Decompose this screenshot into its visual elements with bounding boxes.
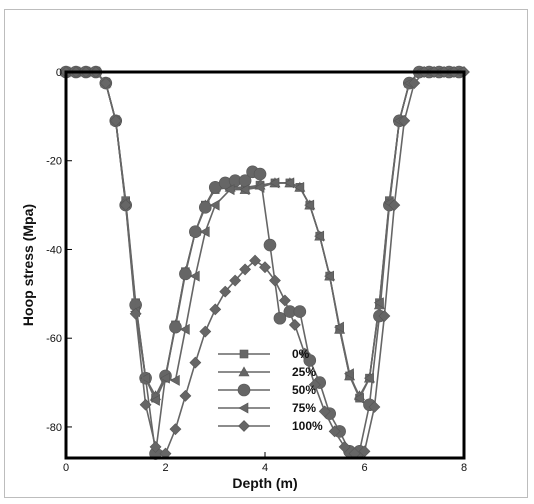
series-2-point-13 bbox=[189, 225, 202, 239]
legend-label-2: 50% bbox=[292, 383, 316, 397]
x-tick-label-3: 6 bbox=[361, 462, 367, 474]
series-4-point-33 bbox=[388, 199, 401, 212]
series-4-point-25 bbox=[308, 378, 321, 391]
series-3-point-17 bbox=[239, 184, 250, 196]
legend-marker-3 bbox=[238, 402, 249, 414]
series-3-point-10 bbox=[159, 372, 170, 384]
series-3-point-8 bbox=[139, 372, 150, 384]
x-tick-label-0: 0 bbox=[63, 462, 69, 474]
series-4-point-20 bbox=[259, 261, 271, 274]
y-tick-label-2: -40 bbox=[46, 244, 62, 256]
legend-label-0: 0% bbox=[292, 347, 310, 361]
plot-area bbox=[64, 70, 466, 460]
series-3-point-25 bbox=[334, 321, 344, 333]
y-axis-title: Hoop stress (Mpa) bbox=[20, 204, 36, 326]
series-4-point-24 bbox=[298, 347, 311, 360]
series-4-point-22 bbox=[278, 294, 291, 307]
series-2-point-12 bbox=[179, 267, 192, 281]
x-tick-label-2: 4 bbox=[262, 462, 268, 474]
legend-marker-0 bbox=[239, 349, 249, 359]
series-layer bbox=[59, 65, 470, 460]
x-axis-title: Depth (m) bbox=[232, 475, 297, 491]
series-4-point-7 bbox=[129, 307, 142, 320]
series-4-point-8 bbox=[139, 398, 152, 411]
series-3-point-22 bbox=[304, 199, 315, 211]
series-2-point-24 bbox=[293, 305, 307, 318]
series-3-point-14 bbox=[199, 226, 210, 238]
series-3-point-28 bbox=[363, 372, 374, 384]
series-4-point-35 bbox=[408, 77, 421, 90]
series-3-point-19 bbox=[269, 177, 280, 189]
series-2-point-11 bbox=[169, 320, 182, 334]
series-3-point-29 bbox=[373, 297, 384, 309]
series-3-point-9 bbox=[149, 394, 160, 406]
series-2-point-21 bbox=[263, 238, 277, 252]
series-4-point-27 bbox=[328, 425, 341, 438]
legend: 0% 25% 50% 75% 100% bbox=[218, 347, 323, 433]
series-4-point-15 bbox=[209, 303, 222, 316]
series-3-point-15 bbox=[209, 199, 220, 211]
series-4-point-26 bbox=[318, 405, 331, 418]
series-4-point-11 bbox=[169, 423, 182, 436]
series-4-point-19 bbox=[249, 254, 261, 267]
legend-marker-1 bbox=[238, 366, 250, 377]
series-3-point-24 bbox=[324, 270, 334, 282]
series-3-point-23 bbox=[314, 230, 325, 242]
series-4 bbox=[60, 66, 470, 460]
series-4-point-18 bbox=[239, 263, 252, 276]
series-3-point-26 bbox=[343, 368, 354, 380]
series-3-point-18 bbox=[254, 181, 265, 193]
series-line-2 bbox=[66, 71, 460, 454]
series-3-point-13 bbox=[189, 270, 200, 282]
series-3-point-12 bbox=[179, 323, 190, 335]
series-4-point-14 bbox=[199, 325, 212, 338]
x-tick-label-1: 2 bbox=[162, 462, 168, 474]
series-2-point-22 bbox=[273, 311, 287, 325]
legend-marker-2 bbox=[237, 383, 251, 397]
series-4-point-32 bbox=[378, 310, 391, 322]
y-tick-label-3: -60 bbox=[46, 333, 62, 345]
series-4-point-16 bbox=[219, 285, 232, 298]
series-4-point-28 bbox=[338, 440, 351, 453]
series-4-point-17 bbox=[229, 274, 242, 287]
series-4-point-5 bbox=[109, 114, 122, 127]
series-4-point-4 bbox=[99, 77, 112, 90]
y-tick-label-1: -20 bbox=[46, 156, 62, 168]
series-3-point-20 bbox=[284, 177, 295, 189]
x-tick-label-4: 8 bbox=[461, 462, 467, 474]
legend-label-1: 25% bbox=[292, 365, 316, 379]
y-tick-label-4: -80 bbox=[46, 422, 62, 434]
chart-frame bbox=[4, 9, 528, 498]
y-tick-label-0: 0 bbox=[56, 67, 62, 79]
series-4-point-34 bbox=[398, 114, 411, 127]
series-4-point-6 bbox=[119, 199, 132, 212]
series-4-point-23 bbox=[288, 318, 301, 331]
series-3-point-27 bbox=[353, 392, 364, 404]
legend-label-4: 100% bbox=[292, 419, 323, 433]
series-3-point-21 bbox=[294, 181, 305, 193]
series-2-point-20 bbox=[253, 167, 267, 181]
series-4-point-9 bbox=[149, 440, 162, 453]
series-2-point-14 bbox=[199, 201, 212, 214]
series-3-point-11 bbox=[169, 374, 180, 386]
series-4-point-13 bbox=[189, 356, 202, 369]
legend-label-3: 75% bbox=[292, 401, 316, 415]
series-3-point-16 bbox=[224, 184, 235, 196]
series-4-point-12 bbox=[179, 389, 192, 402]
series-4-point-31 bbox=[368, 401, 381, 413]
series-4-point-21 bbox=[269, 274, 281, 287]
legend-marker-4 bbox=[238, 420, 250, 432]
tick-labels: 0 2 4 6 8 0 -20 -40 -60 -80 bbox=[46, 67, 467, 474]
